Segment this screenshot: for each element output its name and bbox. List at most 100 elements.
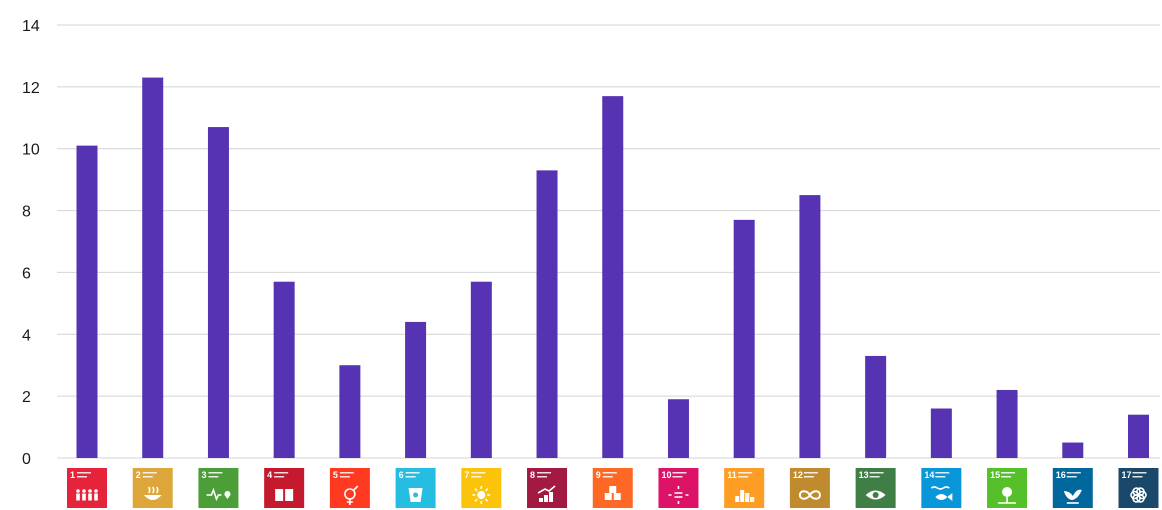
badge-text-mark [1066,472,1081,474]
badge-text-mark [339,476,350,478]
badge-text-mark [738,472,753,474]
badge-text-mark [471,476,482,478]
bar-goal-6 [405,321,427,458]
badge-background [67,468,107,508]
badge-goal-16: 16 [1052,468,1093,508]
badge-text-mark [672,476,683,478]
bars [76,77,1149,459]
bar-goal-5 [339,365,361,458]
badge-goal-10: 10 [658,468,699,508]
badge-number: 11 [727,470,737,480]
badge-number: 6 [399,470,404,480]
badge-text-mark [537,472,552,474]
badge-text-mark [208,472,223,474]
gender-icon [344,485,359,505]
badge-goal-1: 1 [67,468,107,508]
badge-text-mark [77,476,87,478]
book-icon [275,489,294,501]
badge-text-mark [803,472,818,474]
badge-goal-13: 13 [855,468,896,508]
badge-number: 17 [1122,470,1132,480]
equality-arrows-icon [668,486,689,504]
heartbeat-icon [206,487,231,502]
bar-goal-15 [996,389,1018,458]
y-tick-label: 12 [22,80,40,97]
badge-goal-12: 12 [789,468,830,508]
badge-text-mark [274,476,285,478]
sdg-goal-badges: 1 2 3 4 5 6 7 8 9 10 11 12 13 14 15 16 17 [67,468,1159,508]
badge-goal-11: 11 [724,468,765,508]
badge-background [198,468,239,508]
badge-number: 5 [333,470,338,480]
bar-goal-3 [207,127,229,459]
bar-goal-1 [76,145,98,458]
bar-goal-13 [865,355,887,458]
badge-goal-17: 17 [1118,468,1159,508]
badge-background [1052,468,1093,508]
y-tick-label: 8 [22,204,31,221]
badge-number: 2 [136,470,141,480]
bowl-icon [143,486,162,500]
tree-icon [998,487,1017,504]
badge-text-mark [1066,476,1077,478]
bar-goal-4 [273,281,295,458]
badge-text-mark [142,472,157,474]
badge-text-mark [803,476,814,478]
badge-background [921,468,962,508]
y-tick-label: 14 [22,18,40,35]
badge-background [264,468,305,508]
badge-text-mark [405,476,416,478]
badge-text-mark [274,472,289,474]
badge-number: 9 [596,470,601,480]
y-axis-tick-labels: 0 2 4 6 8 10 12 14 [22,18,40,468]
y-tick-label: 4 [22,327,31,344]
badge-text-mark [1132,472,1147,474]
badge-text-mark [471,472,486,474]
flower-icon [1130,487,1147,503]
badge-number: 7 [464,470,469,480]
bar-goal-8 [536,170,558,458]
badge-goal-9: 9 [592,468,633,508]
badge-goal-4: 4 [264,468,305,508]
bar-goal-14 [930,408,952,458]
badge-background [855,468,896,508]
bar-goal-2 [142,77,164,458]
bar-goal-11 [733,219,755,458]
badge-goal-8: 8 [527,468,568,508]
badge-number: 16 [1056,470,1066,480]
badge-goal-14: 14 [921,468,962,508]
bar-goal-17 [1128,414,1149,458]
badge-goal-3: 3 [198,468,239,508]
fish-icon [930,486,953,501]
badge-goal-5: 5 [329,468,370,508]
badge-number: 14 [924,470,934,480]
bar-goal-9 [602,96,624,458]
infinity-icon [798,490,821,500]
y-tick-label: 0 [22,451,31,468]
people-icon [76,489,98,501]
badge-text-mark [935,476,946,478]
badge-text-mark [672,472,687,474]
badge-text-mark [1132,476,1143,478]
badge-goal-15: 15 [987,468,1028,508]
badge-text-mark [869,476,880,478]
badge-text-mark [935,472,950,474]
badge-text-mark [869,472,884,474]
badge-background [789,468,830,508]
badge-text-mark [339,472,354,474]
badge-text-mark [208,476,219,478]
y-tick-label: 6 [22,265,31,282]
badge-number: 8 [530,470,535,480]
badge-text-mark [1001,472,1016,474]
badge-text-mark [602,476,613,478]
badge-text-mark [142,476,153,478]
water-drop-icon [408,488,423,502]
city-icon [735,490,755,502]
growth-chart-icon [537,485,556,502]
badge-text-mark [77,472,91,474]
badge-number: 10 [661,470,671,480]
eye-globe-icon [865,490,886,500]
badge-goal-7: 7 [461,468,502,508]
badge-number: 3 [201,470,206,480]
